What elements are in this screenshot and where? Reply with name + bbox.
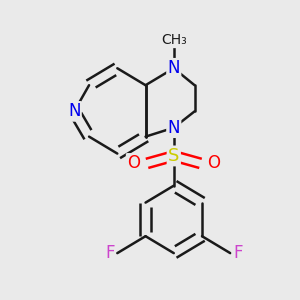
Text: F: F: [233, 244, 242, 262]
Text: N: N: [167, 59, 180, 77]
Text: F: F: [105, 244, 115, 262]
Text: O: O: [127, 154, 140, 172]
Text: S: S: [168, 147, 179, 165]
Text: CH₃: CH₃: [161, 33, 187, 47]
Text: N: N: [167, 119, 180, 137]
Text: N: N: [68, 102, 80, 120]
Text: O: O: [207, 154, 220, 172]
